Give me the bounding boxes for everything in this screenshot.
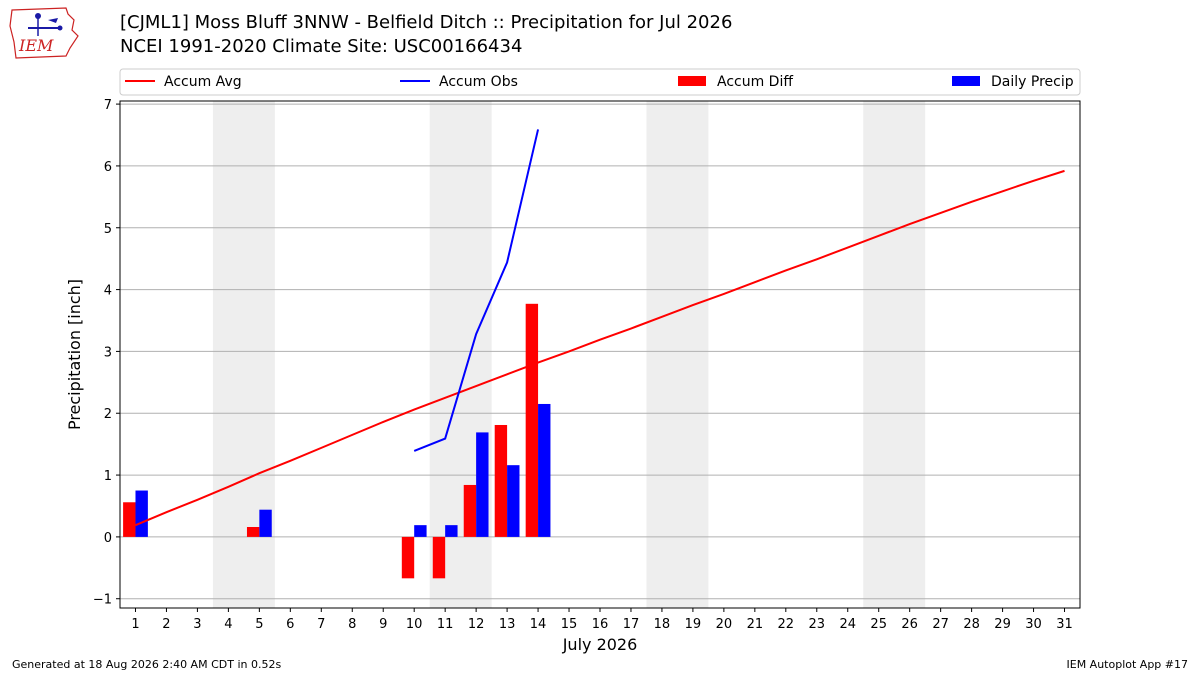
y-tick-label: 3	[104, 345, 112, 360]
x-tick-label: 9	[379, 617, 387, 632]
x-tick-label: 15	[561, 617, 578, 632]
legend-daily-precip-label: Daily Precip	[991, 74, 1074, 90]
legend-daily-precip-swatch	[952, 76, 980, 86]
y-tick-label: 4	[104, 284, 112, 299]
accum-diff-bar	[432, 536, 446, 579]
accum-diff-bar	[463, 484, 477, 537]
chart-title: [CJML1] Moss Bluff 3NNW - Belfield Ditch…	[120, 12, 733, 33]
x-tick-label: 5	[255, 617, 263, 632]
daily-precip-bar	[259, 509, 272, 537]
y-tick-label: 6	[104, 160, 112, 175]
x-tick-label: 21	[747, 617, 764, 632]
legend-accum-diff-label: Accum Diff	[717, 74, 793, 90]
y-tick-label: 0	[104, 531, 112, 546]
weekend-shade	[863, 101, 926, 608]
x-tick-label: 25	[870, 617, 887, 632]
daily-precip-bar	[507, 465, 520, 537]
accum-obs-line	[413, 129, 540, 452]
x-tick-label: 17	[623, 617, 640, 632]
accum-diff-bar	[525, 303, 539, 537]
y-tick-label: 1	[104, 469, 112, 484]
daily-precip-bar	[538, 403, 551, 537]
x-tick-label: 10	[406, 617, 423, 632]
x-tick-label: 18	[654, 617, 671, 632]
x-tick-label: 1	[131, 617, 139, 632]
app-label: IEM Autoplot App #17	[1066, 658, 1189, 671]
daily-precip-bar	[445, 525, 458, 537]
x-tick-label: 12	[468, 617, 485, 632]
accum-avg-line	[135, 169, 1065, 527]
x-tick-label: 14	[530, 617, 547, 632]
y-tick-label: 7	[104, 98, 112, 113]
weekend-shade	[646, 101, 709, 608]
accum-diff-bar	[123, 502, 136, 537]
iem-logo: IEM	[8, 6, 82, 60]
generated-note: Generated at 18 Aug 2026 2:40 AM CDT in …	[12, 658, 282, 671]
legend-accum-avg-label: Accum Avg	[164, 74, 242, 90]
legend: Accum Avg Accum Obs Accum Diff Daily Precip	[119, 68, 1081, 96]
legend-accum-diff-swatch	[678, 76, 706, 86]
x-tick-label: 11	[437, 617, 454, 632]
x-tick-label: 19	[685, 617, 702, 632]
x-tick-label: 22	[778, 617, 795, 632]
chart-subtitle: NCEI 1991-2020 Climate Site: USC00166434	[120, 36, 523, 57]
y-tick-label: 5	[104, 222, 112, 237]
accum-diff-bar	[246, 527, 260, 537]
accum-diff-bar	[494, 424, 508, 537]
x-axis-label: July 2026	[562, 635, 638, 654]
x-tick-label: 6	[286, 617, 294, 632]
daily-precip-bar	[476, 432, 489, 537]
x-tick-label: 27	[932, 617, 949, 632]
x-tick-label: 20	[716, 617, 733, 632]
y-tick-label: 2	[104, 407, 112, 422]
x-tick-label: 4	[224, 617, 232, 632]
x-tick-label: 30	[1025, 617, 1042, 632]
accum-diff-bar	[401, 536, 415, 579]
x-tick-label: 23	[809, 617, 826, 632]
x-tick-label: 24	[839, 617, 856, 632]
legend-frame	[119, 68, 1081, 96]
logo-text: IEM	[18, 36, 54, 55]
daily-precip-bar	[135, 490, 148, 537]
x-tick-label: 31	[1056, 617, 1073, 632]
x-tick-label: 16	[592, 617, 609, 632]
y-tick-label: −1	[93, 593, 112, 608]
x-tick-label: 3	[193, 617, 201, 632]
y-axis-label: Precipitation [inch]	[65, 279, 84, 430]
legend-accum-obs-label: Accum Obs	[439, 74, 518, 90]
x-tick-label: 2	[162, 617, 170, 632]
x-tick-label: 13	[499, 617, 516, 632]
x-tick-label: 26	[901, 617, 918, 632]
plot-frame	[119, 100, 1081, 609]
x-tick-label: 7	[317, 617, 325, 632]
x-tick-label: 28	[963, 617, 980, 632]
daily-precip-bar	[414, 525, 427, 537]
x-tick-label: 8	[348, 617, 356, 632]
x-tick-label: 29	[994, 617, 1011, 632]
